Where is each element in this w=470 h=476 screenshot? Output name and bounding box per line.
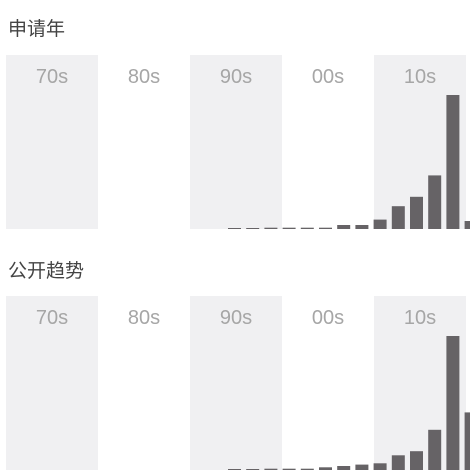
bar-2006 [391,206,405,229]
bar-2005 [373,219,387,229]
decade-band-70s [6,296,98,470]
bar-2004 [355,225,369,229]
decade-label-10s: 10s [404,66,436,88]
decade-band-90s [190,55,282,229]
bar-2003 [337,225,351,229]
bar-2009 [446,336,460,470]
publication-trend-chart: 70s 80s 90s 00s 10s [6,296,470,470]
decade-label-10s: 10s [404,307,436,329]
bar-2005 [373,463,387,470]
decade-label-00s: 00s [312,66,344,88]
decade-label-90s: 90s [220,307,252,329]
bar-2006 [391,455,405,470]
decade-label-70s: 70s [36,307,68,329]
application-year-chart: 70s 80s 90s 00s 10s [6,55,470,229]
bar-2010 [464,412,470,470]
bar-1999 [264,468,278,470]
decade-label-80s: 80s [128,66,160,88]
decade-label-80s: 80s [128,307,160,329]
bar-2001 [300,468,314,470]
bar-1997 [228,228,241,229]
decade-band-70s [6,55,98,229]
bar-2003 [337,466,351,470]
decade-label-90s: 90s [220,66,252,88]
bar-2007 [410,196,423,229]
panel-title-publication-trend: 公开趋势 [8,260,85,282]
decade-label-70s: 70s [36,66,68,88]
bar-2000 [282,227,296,229]
bar-2002 [319,227,332,229]
bar-2007 [410,451,423,470]
panel-title-application-year: 申请年 [8,18,66,40]
bar-1998 [246,228,260,229]
bar-1997 [228,469,241,470]
bar-2008 [428,429,442,470]
bar-1998 [246,469,260,470]
bar-2004 [355,464,369,470]
bar-1999 [264,227,278,229]
bar-2002 [319,467,332,470]
decade-band-90s [190,296,282,470]
bar-2000 [282,468,296,470]
bar-2010 [464,221,470,229]
decade-label-00s: 00s [312,307,344,329]
bar-2009 [446,95,460,229]
bar-2008 [428,175,442,229]
bar-2001 [300,227,314,229]
